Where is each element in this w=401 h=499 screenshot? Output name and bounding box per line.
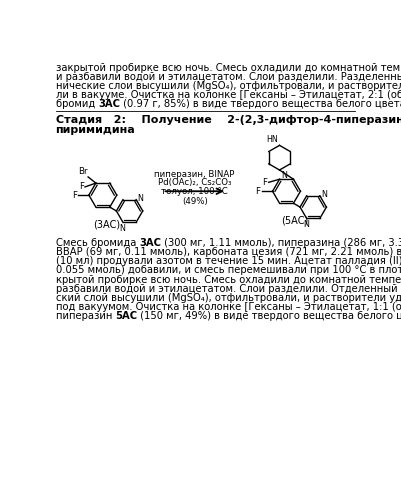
Text: N: N bbox=[138, 194, 144, 203]
Text: ский слой высушили (MgSO₄), отфильтровали, и растворители удалили: ский слой высушили (MgSO₄), отфильтровал… bbox=[56, 293, 401, 303]
Text: (3АС): (3АС) bbox=[93, 220, 120, 230]
Text: F: F bbox=[72, 191, 77, 200]
Text: Br: Br bbox=[78, 167, 87, 176]
Text: крытой пробирке всю ночь. Смесь охладили до комнатной температуры и: крытой пробирке всю ночь. Смесь охладили… bbox=[56, 274, 401, 284]
Text: (10 мл) продували азотом в течение 15 мин. Ацетат палладия (II) (13 мг,: (10 мл) продували азотом в течение 15 ми… bbox=[56, 256, 401, 266]
Text: (49%): (49%) bbox=[182, 198, 208, 207]
Text: N: N bbox=[119, 224, 125, 233]
Text: пиперазин, BINAP: пиперазин, BINAP bbox=[154, 170, 235, 179]
Text: и разбавили водой и этилацетатом. Слои разделили. Разделенные орга-: и разбавили водой и этилацетатом. Слои р… bbox=[56, 72, 401, 82]
Text: (5АС): (5АС) bbox=[281, 216, 308, 226]
Text: ВBАР (69 мг, 0.11 ммоль), карбоната цезия (721 мг, 2.21 ммоль) в толуоле: ВBАР (69 мг, 0.11 ммоль), карбоната цези… bbox=[56, 248, 401, 257]
Text: N: N bbox=[321, 191, 327, 200]
Text: 3АС: 3АС bbox=[98, 99, 120, 109]
Text: Pd(OAc)₂, Cs₂CO₃: Pd(OAc)₂, Cs₂CO₃ bbox=[158, 178, 231, 187]
Text: N: N bbox=[303, 220, 309, 229]
Text: Смесь бромида: Смесь бромида bbox=[56, 238, 139, 248]
Text: (0.97 г, 85%) в виде твердого вещества белого цвета.: (0.97 г, 85%) в виде твердого вещества б… bbox=[120, 99, 401, 109]
Text: 5АС: 5АС bbox=[115, 311, 137, 321]
Text: F: F bbox=[262, 178, 267, 187]
Text: Стадия   2:    Получение    2-(2,3-дифтор-4-пиперазин-1-ил-фенил)-: Стадия 2: Получение 2-(2,3-дифтор-4-пипе… bbox=[56, 115, 401, 125]
Text: (300 мг, 1.11 ммоль), пиперазина (286 мг, 3.32 ммоль),: (300 мг, 1.11 ммоль), пиперазина (286 мг… bbox=[161, 238, 401, 248]
Text: F: F bbox=[79, 183, 84, 192]
Text: пиперазин: пиперазин bbox=[56, 311, 115, 321]
Text: нические слои высушили (MgSO₄), отфильтровали, и растворители удали-: нические слои высушили (MgSO₄), отфильтр… bbox=[56, 81, 401, 91]
Text: HN: HN bbox=[266, 135, 278, 144]
Text: 0.055 ммоль) добавили, и смесь перемешивали при 100 °C в плотно за-: 0.055 ммоль) добавили, и смесь перемешив… bbox=[56, 265, 401, 275]
Text: под вакуумом. Очистка на колонке [Гексаны – Этилацетат, 1:1 (об/об)] дала: под вакуумом. Очистка на колонке [Гексан… bbox=[56, 302, 401, 312]
Text: 3АС: 3АС bbox=[139, 238, 161, 248]
Text: ли в вакууме. Очистка на колонке [Гексаны – Этилацетат, 2:1 (об/об)] дала: ли в вакууме. Очистка на колонке [Гексан… bbox=[56, 90, 401, 100]
Text: N: N bbox=[281, 171, 287, 180]
Text: (150 мг, 49%) в виде твердого вещества белого цвета.: (150 мг, 49%) в виде твердого вещества б… bbox=[137, 311, 401, 321]
Text: закрытой пробирке всю ночь. Смесь охладили до комнатной температуры: закрытой пробирке всю ночь. Смесь охлади… bbox=[56, 63, 401, 73]
Text: пиримидина: пиримидина bbox=[56, 125, 135, 135]
Text: F: F bbox=[255, 187, 260, 196]
Text: толуол, 100 °C: толуол, 100 °C bbox=[161, 187, 228, 196]
Text: бромид: бромид bbox=[56, 99, 98, 109]
Text: разбавили водой и этилацетатом. Слои разделили. Отделенный органиче-: разбавили водой и этилацетатом. Слои раз… bbox=[56, 283, 401, 293]
